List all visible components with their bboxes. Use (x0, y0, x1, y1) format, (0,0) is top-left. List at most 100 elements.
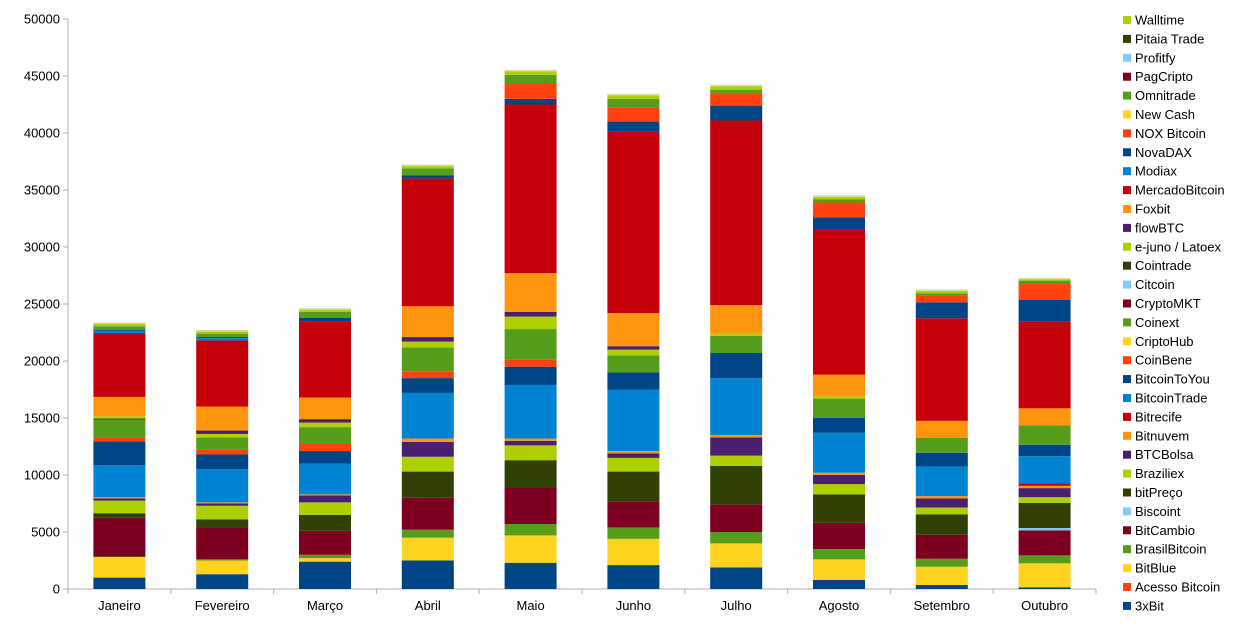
bar-segment (607, 501, 660, 528)
bar-segment (93, 556, 146, 558)
legend-label: Bitnuvem (1135, 428, 1189, 443)
bar-segment (915, 318, 968, 421)
legend-item: Coinext (1123, 315, 1179, 330)
bar-cap (401, 164, 454, 167)
legend-item: Bitnuvem (1123, 428, 1189, 443)
bar-segment (813, 549, 865, 560)
legend-swatch (1123, 205, 1131, 213)
bar-segment (196, 574, 249, 589)
bar-segment (93, 419, 146, 438)
bar-segment (1018, 425, 1071, 445)
y-tick-label: 35000 (24, 183, 60, 198)
legend-swatch (1123, 148, 1131, 157)
legend-item: 3xBit (1123, 598, 1164, 613)
bar-stack-junho (607, 93, 660, 589)
legend-swatch (1123, 34, 1131, 43)
legend-label: bitPreço (1135, 485, 1183, 500)
bar-segment (1018, 280, 1071, 285)
x-tick-label: Agosto (819, 598, 859, 613)
bar-segment (813, 522, 865, 550)
bar-segment (196, 527, 249, 560)
legend-item: Profitfy (1123, 50, 1176, 65)
bar-segment (299, 463, 351, 495)
legend-item: Walltime (1123, 13, 1184, 28)
bar-cap (93, 322, 146, 324)
legend-label: PagCripto (1135, 69, 1193, 84)
bar-segment (607, 121, 660, 132)
legend-item: New Cash (1123, 107, 1195, 122)
bar-segment (915, 293, 968, 296)
legend-label: NOX Bitcoin (1135, 126, 1206, 141)
legend-label: Walltime (1135, 13, 1184, 28)
bar-segment (299, 502, 351, 515)
legend-item: NOX Bitcoin (1123, 126, 1206, 141)
legend-label: BitBlue (1135, 561, 1176, 576)
bar-segment (196, 340, 249, 407)
bar-segment (1018, 444, 1071, 457)
legend-label: Profitfy (1135, 50, 1176, 65)
legend-label: e-juno / Latoex (1135, 239, 1222, 254)
legend-item: flowBTC (1123, 220, 1184, 235)
bar-segment (93, 437, 146, 442)
bar-segment (607, 457, 660, 472)
legend-item: Omnitrade (1123, 88, 1196, 103)
x-tick-label: Janeiro (98, 598, 141, 613)
legend-label: Citcoin (1135, 277, 1175, 292)
bar-segment (93, 465, 146, 498)
bar-segment (1018, 530, 1071, 556)
legend: Walltime Pitaia Trade Profitfy PagCripto Omn… (1123, 13, 1225, 613)
legend-label: Acesso Bitcoin (1135, 580, 1220, 595)
bar-segment (710, 335, 763, 354)
bar-segment (915, 466, 968, 497)
bar-segment (915, 507, 968, 515)
y-tick-label: 40000 (24, 126, 60, 141)
x-tick-label: Fevereiro (195, 598, 250, 613)
legend-label: CriptoHub (1135, 334, 1194, 349)
bar-segment (299, 495, 351, 503)
bar-segment (93, 330, 146, 334)
legend-label: Braziliex (1135, 466, 1185, 481)
bar-segment (504, 535, 557, 563)
legend-item: CriptoHub (1123, 334, 1194, 349)
bar-segment (299, 558, 351, 562)
bar-stack-outubro (1018, 277, 1071, 589)
legend-label: Biscoint (1135, 504, 1181, 519)
bar-segment (504, 311, 557, 317)
bar-segment (607, 131, 660, 314)
bar-segment (299, 530, 351, 555)
bar-segment (401, 560, 454, 589)
bar-segment (504, 366, 557, 385)
bar-segment (813, 494, 865, 523)
bar-segment (607, 538, 660, 566)
bar-segment (196, 337, 249, 339)
legend-swatch (1123, 375, 1131, 384)
bar-segment (401, 441, 454, 457)
bar-segment (1018, 555, 1071, 564)
legend-item: Cointrade (1123, 258, 1191, 273)
bar-segment (915, 558, 968, 567)
legend-label: Pitaia Trade (1135, 31, 1204, 46)
bar-segment (813, 396, 865, 399)
bar-segment (504, 440, 557, 446)
bar-segment (710, 333, 763, 336)
y-tick-labels: 0 5000 10000 15000 20000 25000 30000 35000 40000… (24, 12, 60, 597)
bar-segment (504, 104, 557, 274)
legend-item: BitBlue (1123, 561, 1176, 576)
bar-segment (915, 420, 968, 438)
bar-segment (93, 326, 146, 330)
legend-item: Biscoint (1123, 504, 1181, 519)
legend-swatch (1123, 337, 1131, 346)
x-tick-label: Maio (517, 598, 545, 613)
bar-segment (915, 496, 968, 499)
legend-swatch (1123, 412, 1131, 421)
bar-cap (813, 195, 865, 197)
bar-segment (710, 504, 763, 532)
bar-segment (196, 331, 249, 334)
legend-swatch (1123, 72, 1131, 81)
bar-stack-janeiro (93, 322, 146, 589)
bar-segment (813, 199, 865, 203)
bar-segment (93, 416, 146, 419)
bar-segment (93, 557, 146, 578)
legend-swatch (1123, 299, 1131, 308)
bar-segment (93, 498, 146, 501)
